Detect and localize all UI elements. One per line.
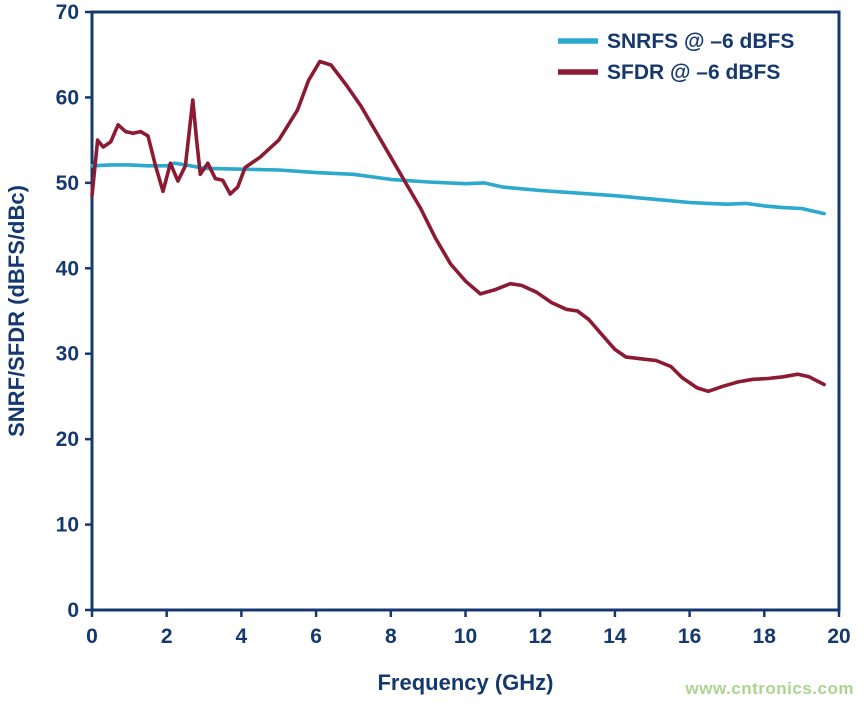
- x-tick-label: 0: [86, 625, 98, 648]
- y-tick-label: 0: [67, 599, 79, 622]
- x-tick-label: 2: [161, 625, 173, 648]
- y-tick-label: 10: [56, 514, 79, 537]
- x-tick-label: 6: [310, 625, 322, 648]
- x-tick-label: 18: [753, 625, 777, 648]
- watermark-text: www.cntronics.com: [685, 679, 854, 698]
- x-tick-label: 4: [236, 625, 248, 648]
- legend-label: SNRFS @ –6 dBFS: [607, 30, 794, 53]
- x-tick-label: 20: [827, 625, 850, 648]
- x-tick-label: 10: [454, 625, 477, 648]
- y-axis-title: SNRF/SFDR (dBFS/dBc): [4, 185, 29, 437]
- y-tick-label: 40: [56, 257, 79, 280]
- y-tick-label: 60: [56, 86, 79, 109]
- legend-label: SFDR @ –6 dBFS: [607, 61, 780, 84]
- x-tick-label: 8: [385, 625, 397, 648]
- plot-border: [90, 10, 841, 612]
- x-axis-title: Frequency (GHz): [377, 670, 553, 695]
- x-tick-label: 16: [678, 625, 701, 648]
- x-tick-label: 12: [529, 625, 552, 648]
- series-line-sfdr: [90, 59, 826, 394]
- y-tick-label: 70: [56, 1, 79, 24]
- x-tick-label: 14: [603, 625, 627, 648]
- y-tick-label: 30: [56, 343, 79, 366]
- y-tick-label: 20: [56, 428, 79, 451]
- y-tick-label: 50: [56, 172, 79, 195]
